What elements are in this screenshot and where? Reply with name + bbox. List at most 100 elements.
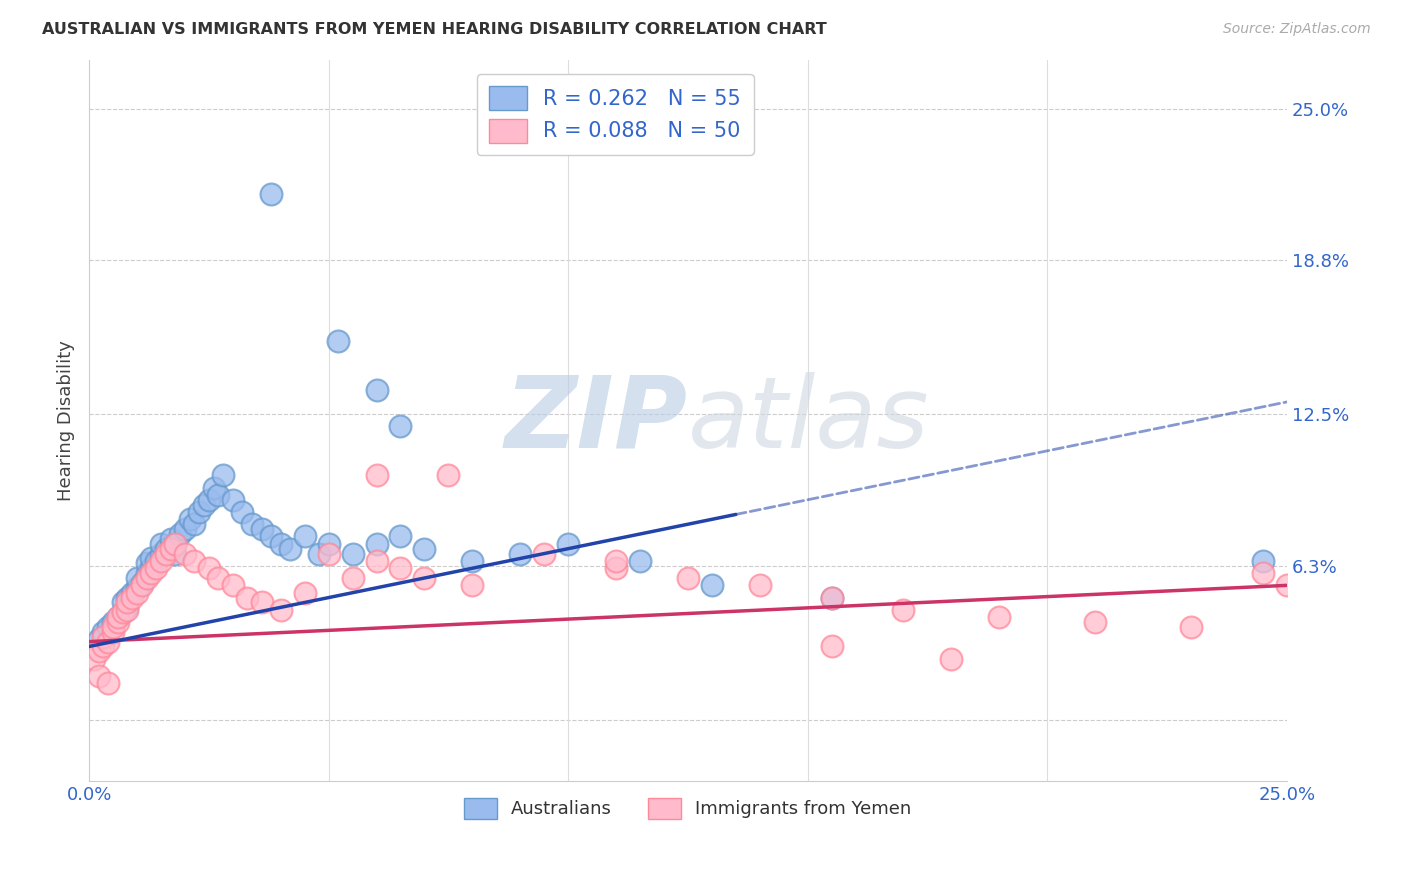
Point bbox=[1251, 566, 1274, 581]
Point bbox=[93, 630, 115, 644]
Point bbox=[125, 571, 148, 585]
Point bbox=[207, 571, 229, 585]
Point bbox=[533, 547, 555, 561]
Point bbox=[820, 640, 842, 654]
Point bbox=[366, 468, 388, 483]
Point bbox=[193, 498, 215, 512]
Point bbox=[125, 585, 148, 599]
Point bbox=[117, 603, 139, 617]
Point bbox=[135, 571, 157, 585]
Point bbox=[207, 488, 229, 502]
Point bbox=[149, 547, 172, 561]
Point bbox=[231, 505, 253, 519]
Point bbox=[1084, 615, 1107, 629]
Point bbox=[222, 578, 245, 592]
Point bbox=[145, 561, 167, 575]
Point bbox=[165, 537, 187, 551]
Point bbox=[135, 566, 157, 581]
Point bbox=[212, 468, 235, 483]
Point bbox=[183, 517, 205, 532]
Point bbox=[294, 585, 316, 599]
Point bbox=[236, 591, 259, 605]
Point bbox=[111, 605, 134, 619]
Point bbox=[413, 541, 436, 556]
Point bbox=[366, 537, 388, 551]
Point bbox=[107, 610, 129, 624]
Legend: Australians, Immigrants from Yemen: Australians, Immigrants from Yemen bbox=[457, 791, 918, 826]
Point bbox=[628, 554, 651, 568]
Point bbox=[101, 624, 124, 639]
Point bbox=[198, 561, 221, 575]
Point bbox=[141, 561, 163, 575]
Point bbox=[820, 591, 842, 605]
Point bbox=[149, 537, 172, 551]
Point bbox=[87, 644, 110, 658]
Point bbox=[121, 591, 143, 605]
Text: Source: ZipAtlas.com: Source: ZipAtlas.com bbox=[1223, 22, 1371, 37]
Point bbox=[149, 554, 172, 568]
Point bbox=[342, 547, 364, 561]
Point bbox=[389, 561, 412, 575]
Point bbox=[509, 547, 531, 561]
Point bbox=[131, 575, 153, 590]
Point bbox=[117, 600, 139, 615]
Point bbox=[83, 651, 105, 665]
Point bbox=[159, 532, 181, 546]
Point bbox=[342, 571, 364, 585]
Point bbox=[97, 620, 120, 634]
Point bbox=[222, 492, 245, 507]
Point bbox=[188, 505, 211, 519]
Point bbox=[250, 522, 273, 536]
Point bbox=[183, 554, 205, 568]
Point bbox=[893, 603, 915, 617]
Point bbox=[988, 610, 1011, 624]
Point bbox=[461, 578, 484, 592]
Point bbox=[270, 537, 292, 551]
Point bbox=[413, 571, 436, 585]
Point bbox=[165, 537, 187, 551]
Point bbox=[141, 551, 163, 566]
Point bbox=[87, 669, 110, 683]
Y-axis label: Hearing Disability: Hearing Disability bbox=[58, 340, 75, 500]
Point bbox=[155, 541, 177, 556]
Point bbox=[93, 624, 115, 639]
Point bbox=[240, 517, 263, 532]
Point bbox=[748, 578, 770, 592]
Point bbox=[145, 554, 167, 568]
Point bbox=[700, 578, 723, 592]
Point bbox=[141, 566, 163, 581]
Point bbox=[318, 547, 340, 561]
Point bbox=[270, 603, 292, 617]
Point bbox=[117, 595, 139, 609]
Point bbox=[941, 651, 963, 665]
Point bbox=[111, 595, 134, 609]
Point bbox=[101, 620, 124, 634]
Point bbox=[173, 522, 195, 536]
Point bbox=[131, 578, 153, 592]
Point bbox=[135, 557, 157, 571]
Point bbox=[318, 537, 340, 551]
Point bbox=[155, 547, 177, 561]
Point bbox=[557, 537, 579, 551]
Point bbox=[107, 615, 129, 629]
Point bbox=[202, 481, 225, 495]
Point bbox=[97, 676, 120, 690]
Point bbox=[260, 529, 283, 543]
Point bbox=[437, 468, 460, 483]
Point bbox=[173, 547, 195, 561]
Point bbox=[159, 541, 181, 556]
Point bbox=[820, 591, 842, 605]
Point bbox=[121, 585, 143, 599]
Point bbox=[605, 561, 627, 575]
Point bbox=[117, 591, 139, 605]
Point bbox=[1251, 554, 1274, 568]
Point bbox=[97, 634, 120, 648]
Text: AUSTRALIAN VS IMMIGRANTS FROM YEMEN HEARING DISABILITY CORRELATION CHART: AUSTRALIAN VS IMMIGRANTS FROM YEMEN HEAR… bbox=[42, 22, 827, 37]
Point bbox=[366, 383, 388, 397]
Point bbox=[169, 527, 191, 541]
Point bbox=[87, 632, 110, 647]
Point bbox=[1180, 620, 1202, 634]
Point bbox=[676, 571, 699, 585]
Point bbox=[308, 547, 330, 561]
Point bbox=[260, 187, 283, 202]
